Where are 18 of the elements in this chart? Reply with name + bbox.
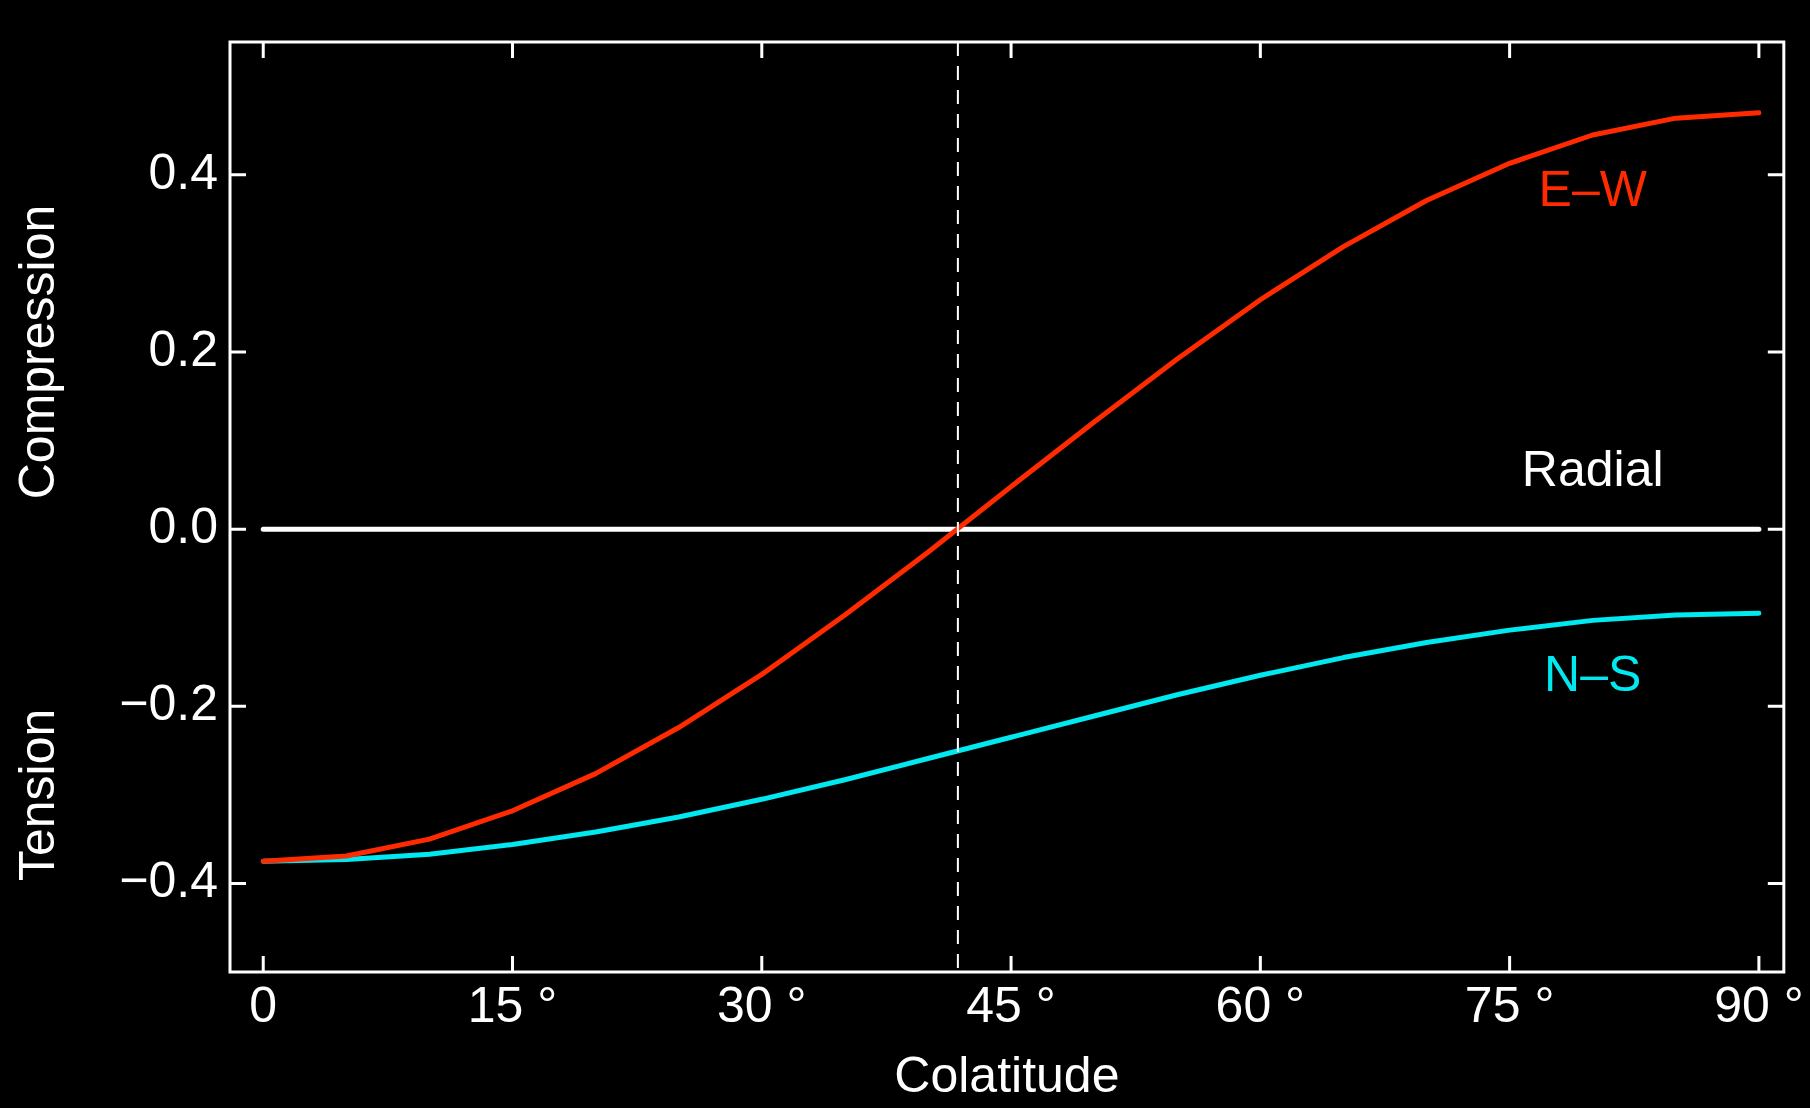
y-axis-title: Compression (8, 204, 65, 500)
y-tick-label: −0.2 (119, 675, 218, 732)
x-tick-label: 60 ° (1215, 976, 1306, 1033)
series-label: Radial (1521, 440, 1664, 497)
x-tick-label: 0 (249, 976, 278, 1033)
text: Tension (8, 708, 65, 882)
y-tick-label: 0.2 (148, 320, 218, 377)
x-tick-label: 90 ° (1714, 976, 1804, 1033)
y-tick-label: −0.4 (119, 852, 218, 909)
x-tick-label: 30 ° (717, 976, 807, 1033)
x-tick-label: 15 ° (467, 976, 558, 1033)
y-tick-label: 0.0 (148, 497, 218, 554)
x-tick-label: 75 ° (1464, 976, 1555, 1033)
series-label: N–S (1544, 646, 1642, 703)
x-tick-label: 45 ° (966, 976, 1056, 1033)
x-axis-title: Colatitude (894, 1046, 1120, 1103)
y-tick-label: 0.4 (148, 143, 218, 200)
series-label: E–W (1538, 160, 1648, 217)
